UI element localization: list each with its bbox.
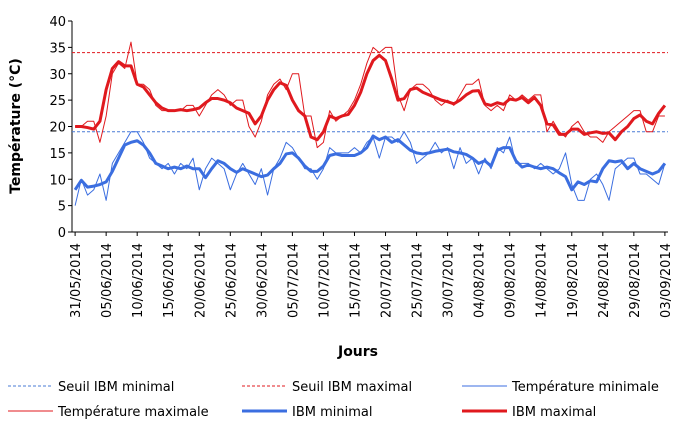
x-tick-label: 05/07/2014: [286, 243, 301, 318]
x-tick-label: 25/07/2014: [411, 243, 426, 318]
y-tick-label: 20: [49, 121, 66, 136]
x-tick-label: 30/06/2014: [255, 243, 270, 318]
x-tick-label: 15/07/2014: [348, 243, 363, 318]
x-tick-label: 31/05/2014: [69, 243, 84, 318]
series-line: [73, 134, 667, 192]
y-tick-label: 40: [49, 15, 66, 30]
y-tick-label: 0: [58, 226, 66, 241]
y-tick-label: 35: [49, 41, 66, 56]
x-tick-label: 10/07/2014: [317, 243, 332, 318]
y-tick-label: 15: [49, 147, 66, 162]
y-axis-title: Température (°C): [8, 58, 24, 194]
x-tick-label: 20/06/2014: [193, 243, 208, 318]
x-tick-label: 19/08/2014: [566, 243, 581, 318]
x-tick-label: 29/08/2014: [628, 243, 643, 318]
x-tick-label: 10/06/2014: [131, 243, 146, 318]
x-tick-label: 25/06/2014: [224, 243, 239, 318]
x-tick-label: 14/08/2014: [535, 243, 550, 318]
legend-label: IBM minimal: [292, 405, 372, 420]
y-tick-label: 30: [49, 68, 66, 83]
x-tick-label: 09/08/2014: [504, 243, 519, 318]
x-tick-label: 30/07/2014: [442, 243, 457, 318]
x-tick-label: 03/09/2014: [659, 243, 674, 318]
x-tick-label: 05/06/2014: [100, 243, 115, 318]
legend-label: Température maximale: [57, 405, 209, 420]
y-tick-label: 25: [49, 94, 66, 109]
x-tick-label: 20/07/2014: [380, 243, 395, 318]
y-tick-label: 10: [49, 173, 66, 188]
x-tick-label: 04/08/2014: [473, 243, 488, 318]
y-tick-label: 5: [58, 200, 66, 215]
legend-label: Seuil IBM minimal: [58, 380, 174, 395]
series-line: [75, 53, 667, 142]
x-tick-label: 24/08/2014: [597, 243, 612, 318]
legend-label: Seuil IBM maximal: [292, 380, 412, 395]
legend-label: IBM maximal: [512, 405, 596, 420]
legend-label: Température minimale: [511, 380, 659, 395]
x-tick-label: 15/06/2014: [162, 243, 177, 318]
x-axis-title: Jours: [337, 344, 378, 360]
